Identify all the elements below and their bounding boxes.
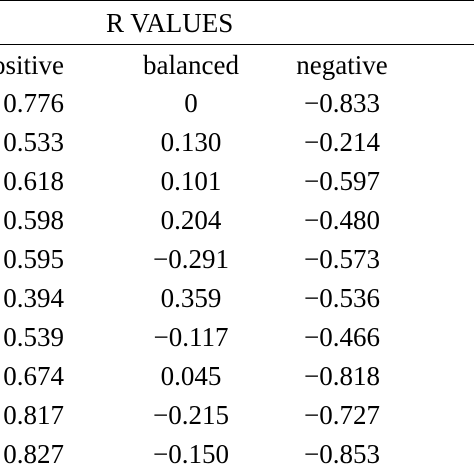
table-cell-positive: 0.817 xyxy=(3,400,64,430)
top-rule xyxy=(0,0,474,1)
table-cell-balanced: −0.215 xyxy=(153,400,229,430)
table-cell-negative: −0.214 xyxy=(304,127,380,157)
table-cell-positive: 0.394 xyxy=(3,283,64,313)
table-cell-balanced: −0.291 xyxy=(153,244,229,274)
table-cell-positive: 0.598 xyxy=(3,205,64,235)
table-cell-positive: 0.674 xyxy=(3,361,64,391)
table-cell-negative: −0.466 xyxy=(304,322,380,352)
table-cell-balanced: 0.101 xyxy=(160,166,222,196)
column-header-negative: negative xyxy=(296,50,388,80)
table-cell-negative: −0.480 xyxy=(304,205,380,235)
table-cell-negative: −0.818 xyxy=(304,361,380,391)
table-cell-positive: 0.776 xyxy=(3,88,64,118)
table-cell-balanced: 0.130 xyxy=(160,127,222,157)
table-cell-negative: −0.853 xyxy=(304,439,380,469)
column-header-positive: ositive xyxy=(0,50,64,80)
table-cell-positive: 0.595 xyxy=(3,244,64,274)
table-cell-negative: −0.727 xyxy=(304,400,380,430)
table-cell-balanced: 0.045 xyxy=(160,361,222,391)
table-cell-positive: 0.618 xyxy=(3,166,64,196)
header-rule xyxy=(0,44,474,45)
table-cell-balanced: 0.359 xyxy=(160,283,222,313)
column-header-balanced: balanced xyxy=(143,50,239,80)
table-cell-positive: 0.533 xyxy=(3,127,64,157)
table-title: R VALUES xyxy=(106,8,234,38)
table-cell-balanced: −0.117 xyxy=(153,322,229,352)
table-cell-negative: −0.833 xyxy=(304,88,380,118)
table-cell-negative: −0.597 xyxy=(304,166,380,196)
table-cell-balanced: −0.150 xyxy=(153,439,229,469)
table-cell-negative: −0.536 xyxy=(304,283,380,313)
table-cell-balanced: 0.204 xyxy=(160,205,222,235)
table-cell-negative: −0.573 xyxy=(304,244,380,274)
table-cell-positive: 0.827 xyxy=(3,439,64,469)
table-cell-balanced: 0 xyxy=(184,88,198,118)
table-cell-positive: 0.539 xyxy=(3,322,64,352)
